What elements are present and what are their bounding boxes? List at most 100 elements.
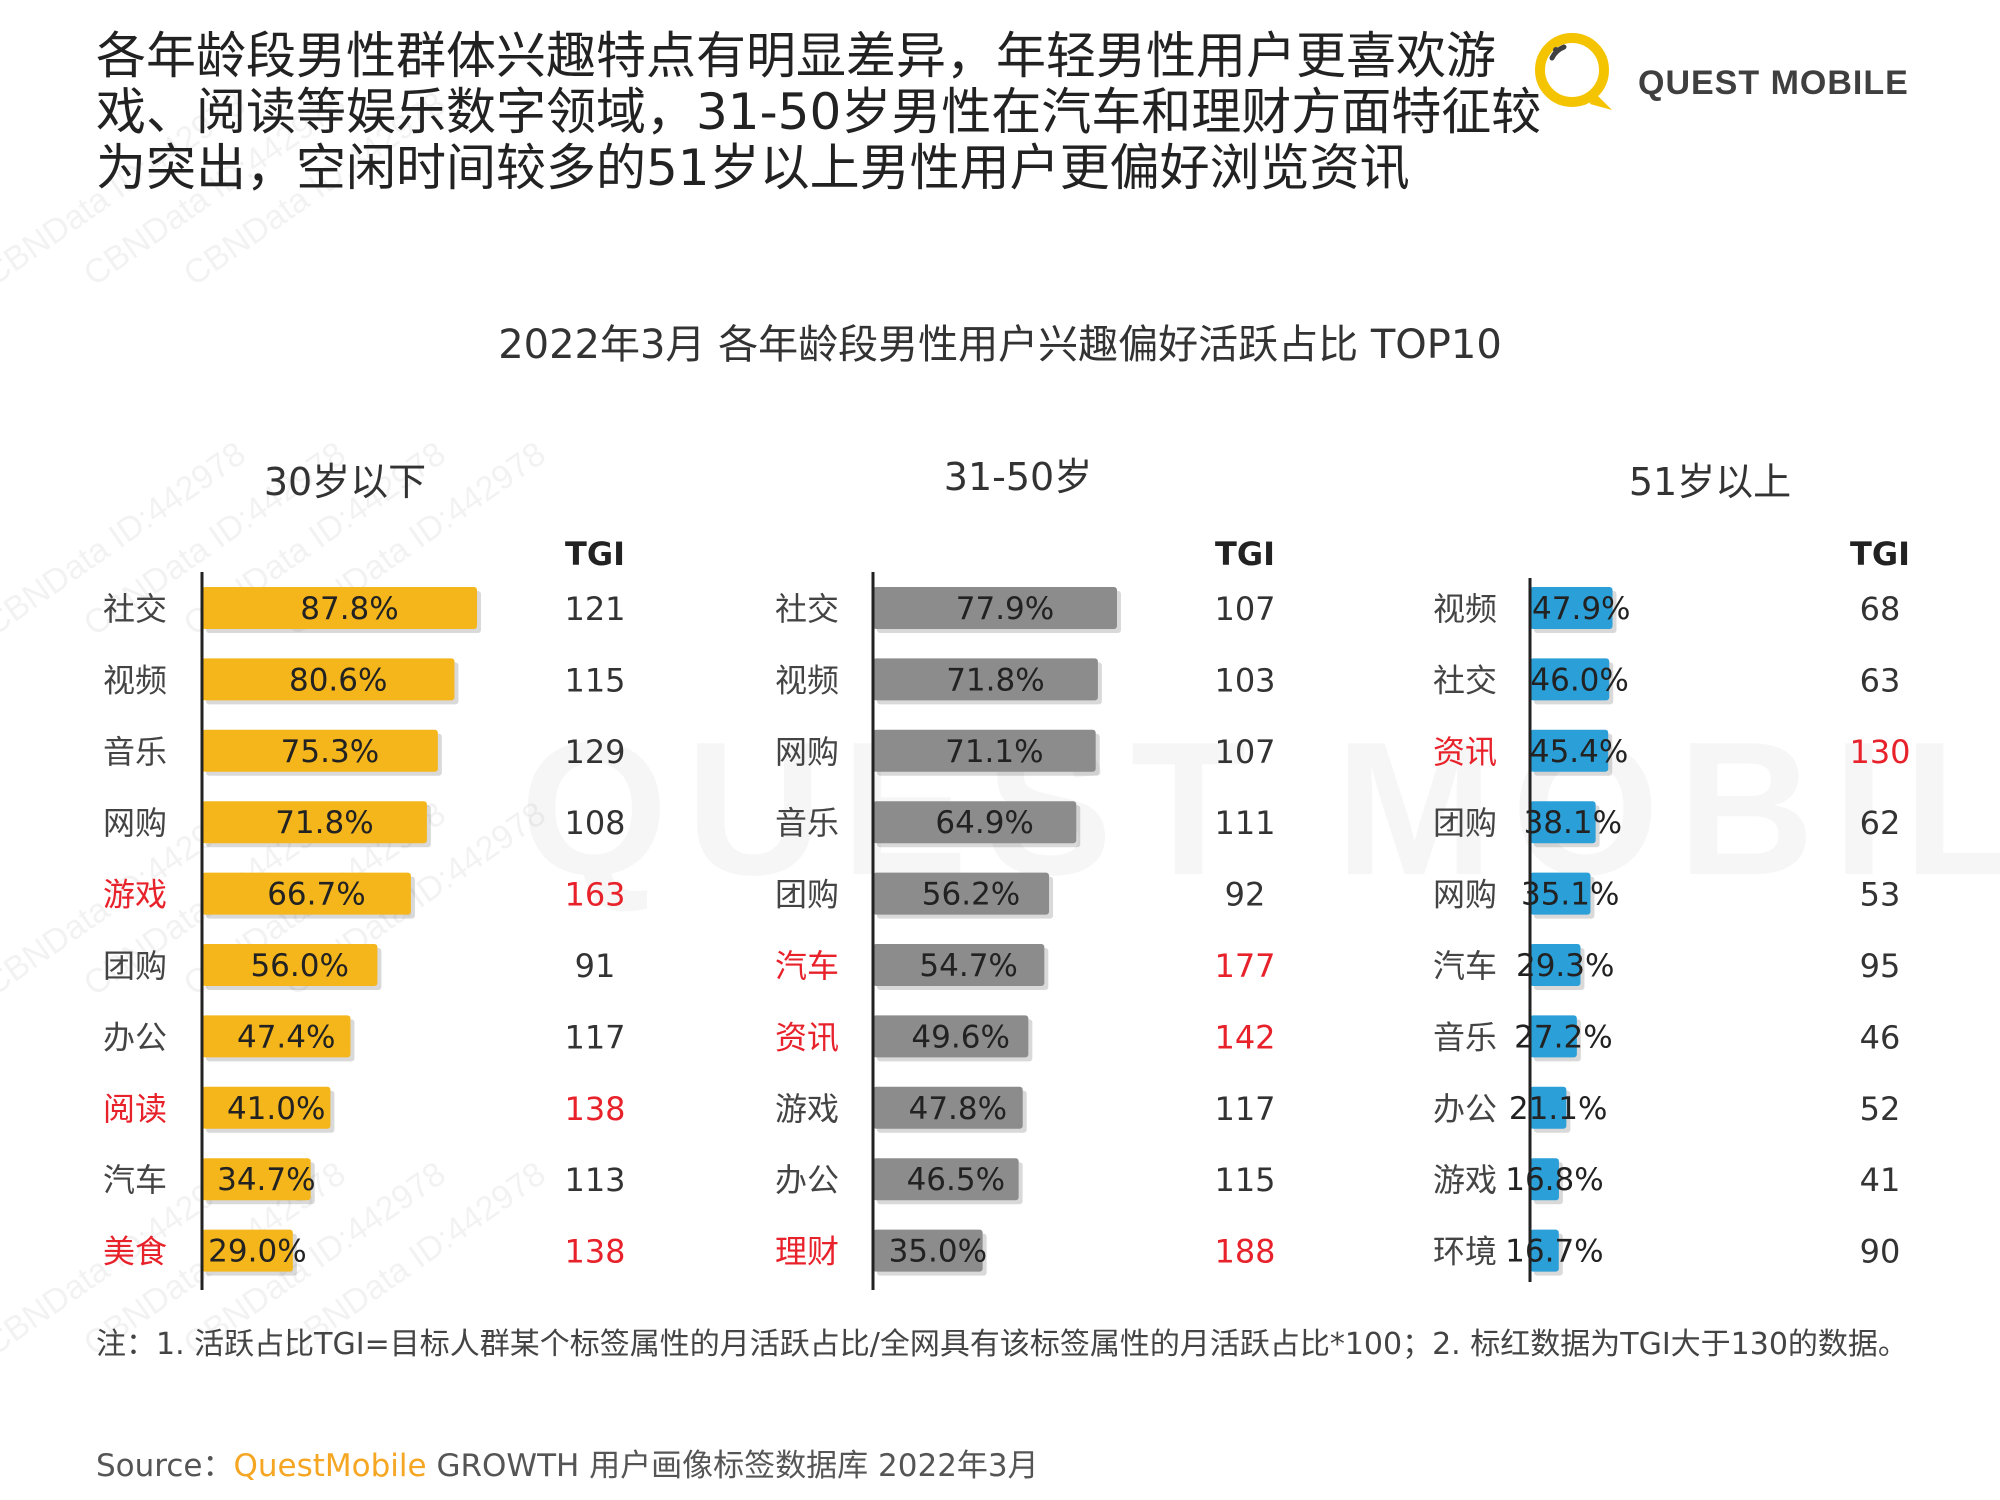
category-label: 社交 — [1433, 661, 1497, 699]
bar-value-label: 29.0% — [208, 1234, 306, 1270]
tgi-value: 95 — [1860, 947, 1901, 985]
category-label: 游戏 — [775, 1090, 839, 1128]
panel-title: 51岁以上 — [1629, 460, 1791, 504]
bar — [1530, 944, 1581, 986]
bar-value-label: 75.3% — [281, 734, 379, 770]
bar-value-label: 49.6% — [911, 1019, 1009, 1055]
bar — [202, 801, 427, 844]
bar — [873, 658, 1098, 701]
bar-value-label: 80.6% — [289, 662, 387, 698]
bar — [873, 1015, 1029, 1058]
bar — [1530, 1086, 1567, 1129]
bar-value-label: 34.7% — [217, 1162, 315, 1198]
bar — [202, 658, 455, 701]
tgi-value: 107 — [1214, 590, 1275, 628]
tgi-value: 117 — [564, 1018, 625, 1056]
category-label: 汽车 — [775, 947, 839, 985]
category-label: 社交 — [103, 590, 167, 628]
category-label: 办公 — [775, 1161, 839, 1199]
bar — [1530, 801, 1596, 844]
tgi-value: 113 — [564, 1161, 625, 1199]
bar-value-label: 77.9% — [956, 591, 1054, 627]
bar — [202, 729, 438, 772]
bar — [202, 944, 378, 986]
speech-bubble-ring-logo-icon — [1535, 33, 1612, 110]
category-label: 社交 — [775, 590, 839, 628]
category-label: 办公 — [1433, 1090, 1497, 1128]
bar — [202, 1015, 351, 1058]
bar-value-label: 46.5% — [907, 1162, 1005, 1198]
category-label: 阅读 — [103, 1090, 167, 1128]
page-headline: 各年龄段男性群体兴趣特点有明显差异，年轻男性用户更喜欢游戏、阅读等娱乐数字领域，… — [96, 27, 1542, 197]
tgi-value: 163 — [564, 876, 625, 914]
category-label: 网购 — [1433, 876, 1497, 914]
category-label: 网购 — [103, 804, 167, 842]
footnote: 注：1. 活跃占比TGI=目标人群某个标签属性的月活跃占比/全网具有该标签属性的… — [96, 1327, 1908, 1362]
bar — [873, 1158, 1019, 1201]
category-label: 团购 — [1433, 804, 1497, 842]
bar — [202, 872, 411, 915]
bar-value-label: 47.8% — [909, 1091, 1007, 1127]
source-prefix: Source： — [96, 1448, 234, 1484]
bar-value-label: 87.8% — [300, 591, 398, 627]
bar-value-label: 47.4% — [237, 1019, 335, 1055]
tgi-value: 63 — [1860, 661, 1901, 699]
bar — [1530, 729, 1609, 772]
bar-value-label: 38.1% — [1524, 805, 1622, 841]
category-label: 视频 — [1433, 590, 1497, 628]
category-label: 办公 — [103, 1018, 167, 1056]
category-label: 资讯 — [1433, 733, 1497, 771]
tgi-value: 91 — [575, 947, 616, 985]
category-label: 音乐 — [103, 733, 167, 771]
category-label: 音乐 — [775, 804, 839, 842]
category-label: 汽车 — [103, 1161, 167, 1199]
bar — [1530, 658, 1610, 701]
bar-value-label: 71.8% — [275, 805, 373, 841]
tgi-value: 92 — [1225, 876, 1266, 914]
bar — [873, 729, 1096, 772]
panel-title: 30岁以下 — [264, 460, 426, 504]
tgi-header: TGI — [565, 535, 625, 573]
tgi-header: TGI — [1850, 535, 1910, 573]
bar — [1530, 1015, 1577, 1058]
bar-value-label: 46.0% — [1530, 662, 1628, 698]
bar-value-label: 45.4% — [1530, 734, 1628, 770]
panel-title: 31-50岁 — [944, 455, 1092, 499]
tgi-value: 46 — [1860, 1018, 1901, 1056]
tgi-value: 138 — [564, 1233, 625, 1271]
tgi-value: 130 — [1849, 733, 1910, 771]
tgi-value: 111 — [1214, 804, 1275, 842]
bar-value-label: 64.9% — [935, 805, 1033, 841]
bar-value-label: 56.2% — [922, 877, 1020, 913]
tgi-value: 121 — [564, 590, 625, 628]
tgi-value: 103 — [1214, 661, 1275, 699]
source-rest: GROWTH 用户画像标签数据库 2022年3月 — [426, 1448, 1039, 1484]
bar — [202, 1086, 331, 1129]
category-label: 美食 — [103, 1233, 167, 1271]
bar — [1530, 872, 1591, 915]
tgi-value: 138 — [564, 1090, 625, 1128]
tgi-value: 62 — [1860, 804, 1901, 842]
tgi-value: 52 — [1860, 1090, 1901, 1128]
category-label: 网购 — [775, 733, 839, 771]
category-label: 视频 — [103, 661, 167, 699]
bar-value-label: 16.8% — [1505, 1162, 1603, 1198]
category-label: 音乐 — [1433, 1018, 1497, 1056]
bar-value-label: 66.7% — [267, 877, 365, 913]
bar — [1530, 1158, 1559, 1201]
bar — [1530, 1229, 1559, 1272]
tgi-value: 188 — [1214, 1233, 1275, 1271]
bar-value-label: 47.9% — [1532, 591, 1630, 627]
bar-value-label: 71.1% — [945, 734, 1043, 770]
tgi-value: 177 — [1214, 947, 1275, 985]
bar — [1530, 587, 1613, 629]
tgi-value: 115 — [564, 661, 625, 699]
logo-wordmark: QUEST MOBILE — [1638, 64, 1909, 102]
bar-value-label: 16.7% — [1505, 1234, 1603, 1270]
bar — [202, 1158, 311, 1201]
bar-value-label: 35.1% — [1521, 877, 1619, 913]
category-label: 游戏 — [103, 876, 167, 914]
tgi-value: 53 — [1860, 876, 1901, 914]
bar-value-label: 56.0% — [250, 948, 348, 984]
category-label: 汽车 — [1433, 947, 1497, 985]
